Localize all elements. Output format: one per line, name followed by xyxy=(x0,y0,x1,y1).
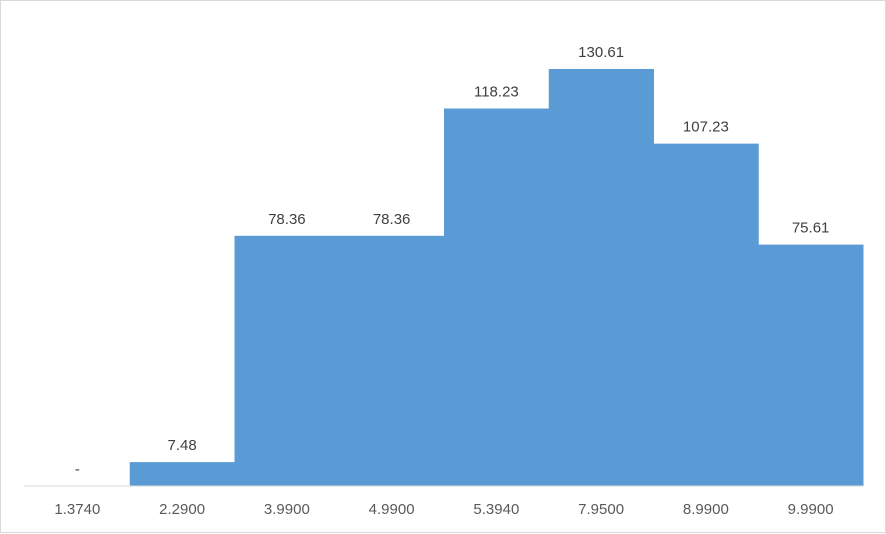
bar-6 xyxy=(653,143,759,486)
bar-3 xyxy=(339,235,445,486)
bars-layer xyxy=(129,68,864,486)
bar-2 xyxy=(234,235,340,486)
bar-7 xyxy=(758,244,864,486)
data-label-6: 107.23 xyxy=(683,119,729,136)
data-label-0: - xyxy=(75,461,80,478)
x-tick-label-5: 7.9500 xyxy=(578,501,624,518)
x-tick-label-7: 9.9900 xyxy=(788,501,834,518)
data-label-7: 75.61 xyxy=(792,220,830,237)
x-tick-label-0: 1.3740 xyxy=(54,501,100,518)
bar-4 xyxy=(444,108,550,486)
x-tick-label-2: 3.9900 xyxy=(264,501,310,518)
data-label-5: 130.61 xyxy=(578,44,624,61)
x-tick-label-4: 5.3940 xyxy=(473,501,519,518)
bar-1 xyxy=(129,462,235,486)
data-label-3: 78.36 xyxy=(373,211,411,228)
x-tick-label-1: 2.2900 xyxy=(159,501,205,518)
bar-5 xyxy=(548,68,654,486)
x-tick-label-6: 8.9900 xyxy=(683,501,729,518)
data-label-1: 7.48 xyxy=(168,437,197,454)
data-label-2: 78.36 xyxy=(268,211,306,228)
x-tick-labels-layer: 1.3740 2.2900 3.9900 4.9900 5.3940 7.9500 8.99… xyxy=(54,501,833,518)
data-labels-layer: - 7.48 78.36 78.36 118.23 130.61 107.23 75.61 xyxy=(75,44,830,478)
data-label-4: 118.23 xyxy=(474,84,519,101)
x-tick-label-3: 4.9900 xyxy=(369,501,415,518)
